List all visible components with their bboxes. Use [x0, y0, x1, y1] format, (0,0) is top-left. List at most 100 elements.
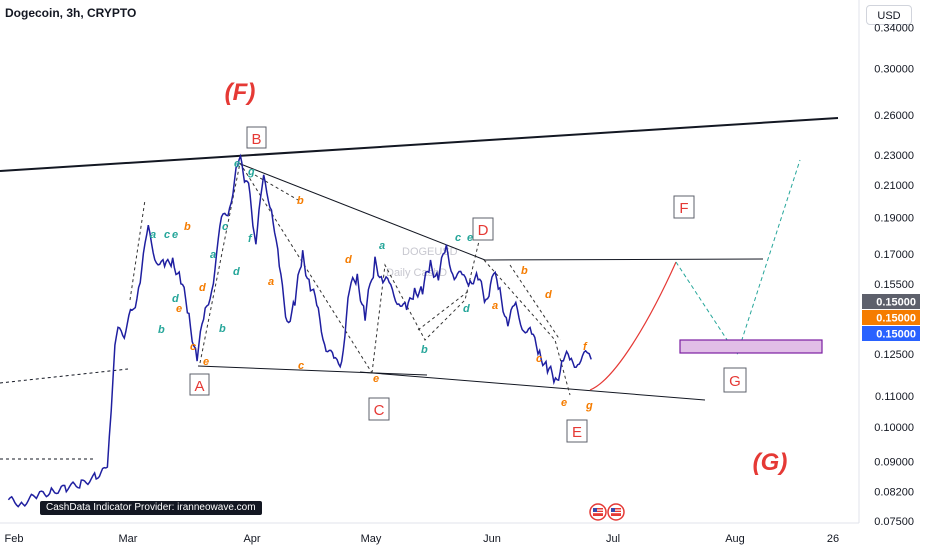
- price-tick-label: 0.09000: [874, 456, 914, 468]
- minor-label: e: [467, 232, 473, 244]
- projection-dashed-teal: [675, 159, 801, 357]
- time-tick-label: Aug: [725, 533, 745, 545]
- price-tick-label: 0.07500: [874, 516, 914, 528]
- time-axis[interactable]: Feb Mar Apr May Jun Jul Aug 26: [5, 533, 840, 545]
- price-badge: [862, 310, 920, 325]
- wave-d-box[interactable]: [472, 217, 494, 241]
- wave-g-box[interactable]: [723, 367, 747, 393]
- minor-label: d: [172, 293, 179, 305]
- minor-label: e: [172, 229, 178, 241]
- price-badge: [862, 326, 920, 341]
- wave-c-box[interactable]: [368, 397, 390, 421]
- minor-label: e: [203, 356, 209, 368]
- price-badge: [862, 294, 920, 309]
- minor-label: b: [219, 323, 226, 335]
- minor-label: c: [298, 360, 304, 372]
- wave-d-label: D: [478, 222, 489, 239]
- wave-c-label: C: [374, 402, 385, 419]
- minor-label: a: [492, 300, 498, 312]
- us-flag-icon[interactable]: [589, 503, 607, 521]
- major-wave-labels[interactable]: B A C D E F G (F) (G): [189, 79, 788, 476]
- price-tick-label: 0.26000: [874, 110, 914, 122]
- price-tick-label: 0.08200: [874, 487, 914, 499]
- lower-trendline-ac[interactable]: [197, 365, 428, 376]
- minor-label: c: [222, 221, 228, 233]
- projection-curve-red: [589, 261, 677, 391]
- minor-label: c: [455, 232, 461, 244]
- lower-trendline-ce[interactable]: [359, 371, 706, 401]
- price-badge-label: 0.15000: [876, 329, 916, 341]
- time-tick-label: Jul: [606, 533, 620, 545]
- price-tick-label: 0.17000: [874, 249, 914, 261]
- wave-e-box[interactable]: [566, 419, 588, 443]
- minor-label: d: [463, 303, 470, 315]
- price-badge-label: 0.15000: [876, 297, 916, 309]
- d-horizontal-line[interactable]: [484, 258, 764, 261]
- price-tick-label: 0.11000: [875, 391, 914, 403]
- target-zone-box[interactable]: [679, 339, 823, 354]
- wave-a-label: A: [194, 378, 204, 395]
- time-tick-label: Feb: [5, 533, 24, 545]
- minor-wave-labels: a c e b d b d c e e b a c d e f g a b c …: [150, 158, 593, 412]
- time-tick-label: Jun: [483, 533, 501, 545]
- price-tick-label: 0.15500: [874, 279, 914, 291]
- wave-f-label: F: [679, 200, 688, 217]
- wave-g-label: G: [729, 373, 741, 390]
- minor-label: b: [158, 324, 165, 336]
- minor-label: a: [268, 276, 274, 288]
- price-tick-label: 0.23000: [874, 150, 914, 162]
- minor-label: d: [233, 266, 240, 278]
- price-tick-label: 0.30000: [874, 63, 914, 75]
- dashed-support-left[interactable]: [0, 368, 129, 384]
- minor-label: d: [199, 282, 206, 294]
- price-tick-label: 0.12500: [874, 349, 914, 361]
- currency-button[interactable]: USD: [866, 5, 912, 25]
- us-flag-icon[interactable]: [607, 503, 625, 521]
- minor-label: a: [150, 229, 156, 241]
- wave-channels: [129, 162, 571, 396]
- minor-label: c: [536, 353, 542, 365]
- price-tick-label: 0.21000: [874, 180, 914, 192]
- minor-label: b: [184, 221, 191, 233]
- price-badges: 0.15000 0.15000 0.15000: [862, 294, 920, 341]
- degree-label-g: (G): [753, 449, 788, 476]
- price-axis[interactable]: 0.34000 0.30000 0.26000 0.23000 0.21000 0.190…: [874, 23, 914, 528]
- minor-label: e: [561, 397, 567, 409]
- minor-label: d: [545, 289, 552, 301]
- wave-b-box[interactable]: [246, 126, 267, 149]
- degree-label-f: (F): [225, 79, 256, 106]
- minor-label: f: [248, 233, 253, 245]
- price-tick-label: 0.10000: [874, 422, 914, 434]
- minor-label: e: [234, 158, 240, 170]
- minor-label: c: [164, 229, 170, 241]
- minor-label: a: [210, 249, 216, 261]
- minor-label: e: [373, 373, 379, 385]
- time-tick-label: May: [361, 533, 382, 545]
- minor-label: c: [190, 341, 196, 353]
- minor-label: a: [379, 240, 385, 252]
- minor-label: b: [521, 265, 528, 277]
- minor-label: g: [585, 400, 593, 412]
- watermark-symbol: DOGEUSD: [402, 246, 458, 258]
- time-tick-label: 26: [827, 533, 839, 545]
- minor-label: g: [247, 166, 255, 178]
- time-tick-label: Apr: [243, 533, 260, 545]
- wave-a-box[interactable]: [189, 373, 210, 396]
- wave-f-box[interactable]: [673, 195, 695, 219]
- minor-label: f: [583, 341, 588, 353]
- price-line[interactable]: [7, 153, 592, 508]
- wave-b-label: B: [251, 131, 261, 148]
- price-tick-label: 0.19000: [874, 212, 914, 224]
- price-badge-label: 0.15000: [876, 313, 916, 325]
- price-tick-label: 0.34000: [874, 23, 914, 35]
- minor-label: e: [176, 303, 182, 315]
- minor-label: d: [345, 254, 352, 266]
- upper-triangle-line[interactable]: [237, 162, 486, 261]
- provider-banner: CashData Indicator Provider: iranneowave…: [40, 501, 262, 515]
- symbol-title: Dogecoin, 3h, CRYPTO: [5, 6, 137, 20]
- wave-e-label: E: [572, 424, 582, 441]
- upper-trendline[interactable]: [0, 117, 839, 172]
- minor-label: b: [421, 344, 428, 356]
